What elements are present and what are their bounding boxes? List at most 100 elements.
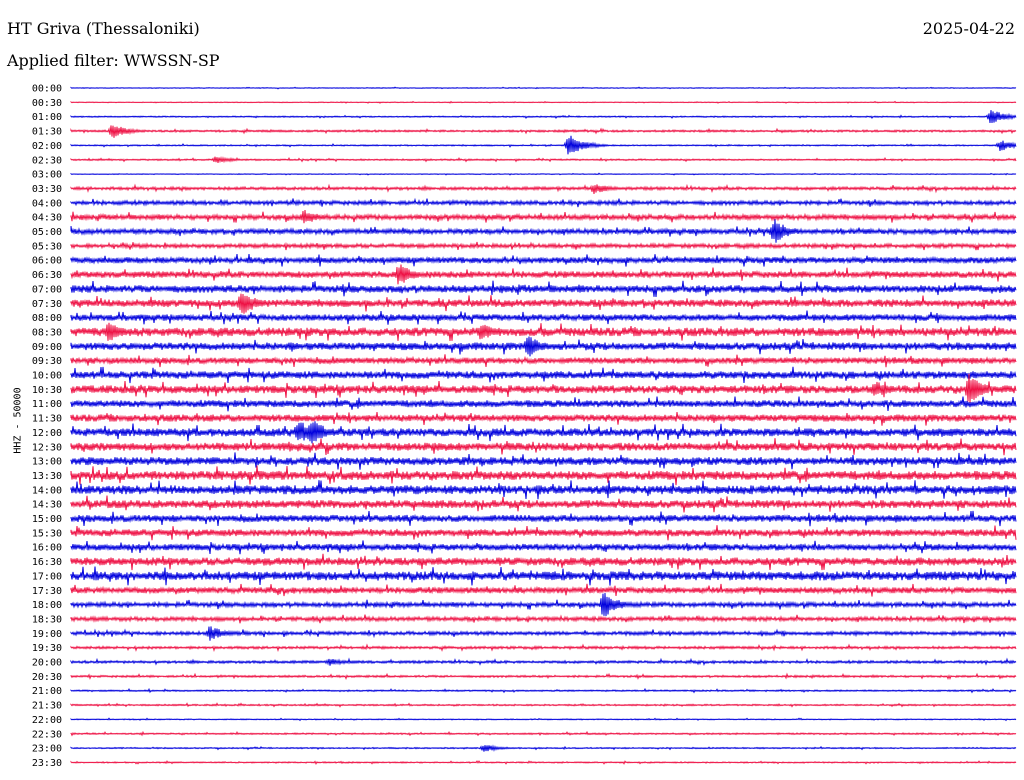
trace-line <box>70 687 1017 694</box>
trace-line <box>70 672 1017 680</box>
row-time-label: 11:00 <box>32 399 62 410</box>
trace-line <box>70 744 1017 752</box>
row-time-label: 16:30 <box>32 557 62 568</box>
trace-line <box>70 396 1017 412</box>
trace-line <box>70 322 1017 342</box>
row-time-label: 20:30 <box>32 672 62 683</box>
trace-line <box>70 717 1017 722</box>
trace-line <box>70 452 1017 470</box>
row-time-label: 07:30 <box>32 299 62 310</box>
trace-line <box>70 197 1017 208</box>
row-time-label: 18:00 <box>32 600 62 611</box>
trace-line <box>70 253 1017 267</box>
row-time-label: 06:00 <box>32 256 62 267</box>
trace-line <box>70 310 1017 325</box>
row-time-label: 08:30 <box>32 327 62 338</box>
row-time-label: 02:30 <box>32 155 62 166</box>
row-time-label: 14:30 <box>32 500 62 511</box>
row-time-label: 14:00 <box>32 485 62 496</box>
trace-line <box>70 219 1017 243</box>
row-time-label: 01:30 <box>32 127 62 138</box>
row-time-label: 21:00 <box>32 686 62 697</box>
trace-line <box>70 412 1017 426</box>
row-time-label: 06:30 <box>32 270 62 281</box>
row-time-label: 02:00 <box>32 141 62 152</box>
row-time-label: 10:30 <box>32 385 62 396</box>
row-time-label: 09:00 <box>32 342 62 353</box>
row-time-label: 10:00 <box>32 371 62 382</box>
trace-line <box>70 125 1017 138</box>
trace-line <box>70 643 1017 653</box>
trace-line <box>70 592 1017 617</box>
filter-label: Applied filter: WWSSN-SP <box>7 51 220 70</box>
row-time-label: 08:00 <box>32 313 62 324</box>
row-time-label: 17:00 <box>32 571 62 582</box>
station-title: HT Griva (Thessaloniki) <box>7 19 200 38</box>
trace-line <box>70 540 1017 555</box>
row-time-label: 17:30 <box>32 586 62 597</box>
trace-line <box>70 264 1017 285</box>
trace-line <box>70 525 1017 541</box>
row-time-label: 23:00 <box>32 744 62 755</box>
row-time-label: 21:30 <box>32 701 62 712</box>
trace-line <box>70 293 1017 314</box>
trace-line <box>70 135 1017 155</box>
trace-line <box>70 155 1017 164</box>
trace-line <box>70 183 1017 195</box>
row-time-label: 05:30 <box>32 241 62 252</box>
trace-line <box>70 702 1017 708</box>
row-time-label: 18:30 <box>32 614 62 625</box>
trace-line <box>70 210 1017 224</box>
trace-line <box>70 583 1017 597</box>
trace-line <box>70 366 1017 384</box>
row-time-label: 22:30 <box>32 729 62 740</box>
row-time-label: 19:30 <box>32 643 62 654</box>
row-time-label: 12:30 <box>32 442 62 453</box>
row-time-label: 11:30 <box>32 414 62 425</box>
trace-line <box>70 354 1017 368</box>
trace-line <box>70 438 1017 456</box>
row-time-label: 03:30 <box>32 184 62 195</box>
row-time-label: 15:30 <box>32 528 62 539</box>
row-time-label: 20:00 <box>32 658 62 669</box>
row-time-label: 12:00 <box>32 428 62 439</box>
row-time-label: 03:00 <box>32 170 62 181</box>
trace-line <box>70 626 1017 641</box>
trace-line <box>70 172 1017 176</box>
trace-line <box>70 566 1017 586</box>
row-time-label: 07:00 <box>32 284 62 295</box>
row-time-label: 13:30 <box>32 471 62 482</box>
trace-line <box>70 336 1017 357</box>
row-time-label: 22:00 <box>32 715 62 726</box>
row-time-label: 13:00 <box>32 457 62 468</box>
row-time-label: 01:00 <box>32 112 62 123</box>
trace-line <box>70 760 1017 765</box>
trace-line <box>70 86 1017 90</box>
trace-line <box>70 657 1017 667</box>
trace-line <box>70 421 1017 444</box>
row-time-label: 04:30 <box>32 213 62 224</box>
trace-line <box>70 280 1017 298</box>
row-time-label: 16:00 <box>32 543 62 554</box>
trace-line <box>70 495 1017 513</box>
trace-line <box>70 730 1017 737</box>
row-time-label: 00:00 <box>32 84 62 95</box>
row-time-label: 15:00 <box>32 514 62 525</box>
trace-line <box>70 100 1017 104</box>
row-time-label: 23:30 <box>32 758 62 769</box>
date-label: 2025-04-22 <box>922 19 1015 38</box>
trace-line <box>70 480 1017 500</box>
trace-line <box>70 465 1017 486</box>
trace-line <box>70 553 1017 571</box>
row-time-label: 19:00 <box>32 629 62 640</box>
trace-line <box>70 614 1017 624</box>
trace-line <box>70 510 1017 527</box>
trace-line <box>70 241 1017 251</box>
row-time-label: 09:30 <box>32 356 62 367</box>
row-time-label: 04:00 <box>32 198 62 209</box>
trace-line <box>70 373 1017 403</box>
row-time-label: 00:30 <box>32 98 62 109</box>
trace-line <box>70 110 1017 124</box>
row-time-label: 05:00 <box>32 227 62 238</box>
